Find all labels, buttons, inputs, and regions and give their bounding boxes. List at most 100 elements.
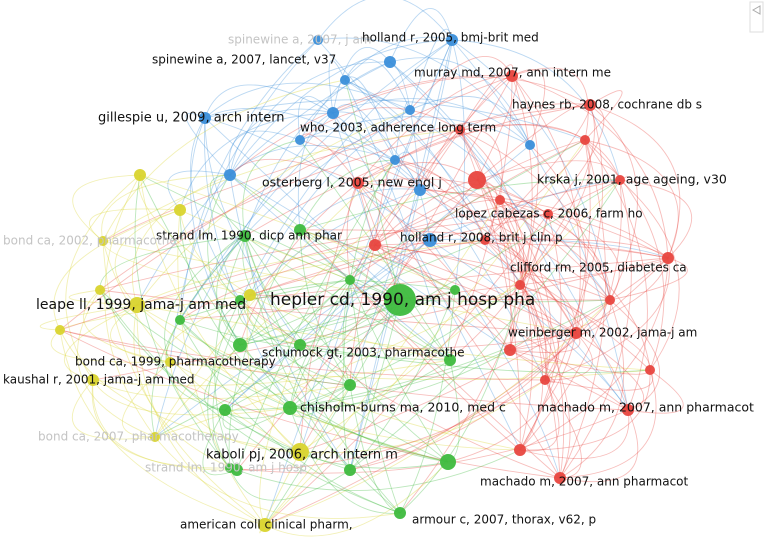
edge xyxy=(154,189,421,438)
edge xyxy=(239,239,486,346)
edge xyxy=(328,60,346,114)
edge xyxy=(459,124,621,181)
toolbar-icon[interactable] xyxy=(751,5,761,15)
edge xyxy=(519,179,622,451)
edge xyxy=(349,384,401,514)
edge xyxy=(484,239,577,334)
node xyxy=(327,107,339,119)
minor-node xyxy=(344,379,356,391)
edge xyxy=(374,199,501,246)
edge xyxy=(249,109,411,296)
node xyxy=(394,507,406,519)
node-label: spinewine a, 2007, lancet, v37 xyxy=(152,53,336,67)
edge xyxy=(139,174,301,453)
edge xyxy=(499,199,552,381)
edge xyxy=(249,239,486,296)
edge xyxy=(619,179,680,371)
edge xyxy=(519,379,560,452)
edge xyxy=(459,64,514,131)
edge xyxy=(389,57,531,146)
edge xyxy=(53,209,181,331)
node-label: american coll clinical pharm, xyxy=(180,518,353,532)
edge xyxy=(204,117,301,346)
edge xyxy=(224,279,351,411)
minor-node xyxy=(175,315,185,325)
edge xyxy=(342,279,351,471)
edge xyxy=(68,289,138,306)
edge xyxy=(289,407,401,514)
edge xyxy=(299,289,456,346)
node xyxy=(283,401,297,415)
edge xyxy=(297,95,334,141)
edge xyxy=(165,319,226,411)
edge xyxy=(169,361,651,381)
edge xyxy=(264,299,611,526)
edge xyxy=(289,349,511,409)
edge xyxy=(357,182,401,301)
edge xyxy=(519,257,669,451)
edge xyxy=(544,379,582,479)
edge xyxy=(101,174,231,242)
edge xyxy=(239,299,449,463)
node xyxy=(98,236,108,246)
toolbar[interactable] xyxy=(749,1,764,33)
edge xyxy=(224,409,449,469)
edge xyxy=(299,116,531,146)
edge xyxy=(349,289,456,471)
edge xyxy=(228,130,301,176)
edge xyxy=(332,76,591,114)
edge xyxy=(236,159,396,471)
edge xyxy=(511,75,669,259)
edge xyxy=(349,279,401,514)
node xyxy=(291,443,309,461)
node xyxy=(468,171,486,189)
node xyxy=(384,56,396,68)
edge xyxy=(259,344,301,526)
minor-node xyxy=(219,404,231,416)
node xyxy=(622,404,634,416)
edge xyxy=(509,284,538,351)
node-label: spinewine a, 2007, j am xyxy=(228,33,371,47)
edge xyxy=(299,182,359,453)
edge xyxy=(190,117,241,301)
edge xyxy=(332,47,391,114)
edge xyxy=(499,199,533,286)
edge xyxy=(71,379,156,440)
edge xyxy=(459,128,503,201)
edge xyxy=(357,182,651,371)
edge xyxy=(151,235,246,438)
edge xyxy=(136,304,266,526)
node xyxy=(165,357,175,367)
edge xyxy=(102,129,461,242)
edge xyxy=(476,179,524,286)
edge xyxy=(349,299,401,471)
edge xyxy=(102,240,251,296)
edge xyxy=(332,112,521,451)
node xyxy=(543,209,553,219)
minor-node xyxy=(369,239,381,251)
edge xyxy=(332,104,396,161)
minor-node xyxy=(55,325,65,335)
edge xyxy=(239,299,401,346)
edge xyxy=(299,344,651,374)
edge xyxy=(39,304,138,331)
edge xyxy=(299,39,453,453)
edge xyxy=(92,359,451,387)
edge xyxy=(224,144,531,411)
edge xyxy=(409,96,531,146)
edge xyxy=(499,199,611,301)
edge xyxy=(584,139,665,371)
edge xyxy=(164,235,246,363)
edge xyxy=(544,257,670,381)
minor-node xyxy=(405,105,415,115)
minor-node xyxy=(231,464,243,476)
edge xyxy=(239,299,561,479)
node xyxy=(150,432,160,442)
edge xyxy=(509,332,581,353)
edge xyxy=(104,174,156,438)
edge xyxy=(511,67,589,141)
edge xyxy=(216,235,246,301)
edge xyxy=(169,361,301,453)
node-label: murray md, 2007, ann intern me xyxy=(414,66,611,80)
